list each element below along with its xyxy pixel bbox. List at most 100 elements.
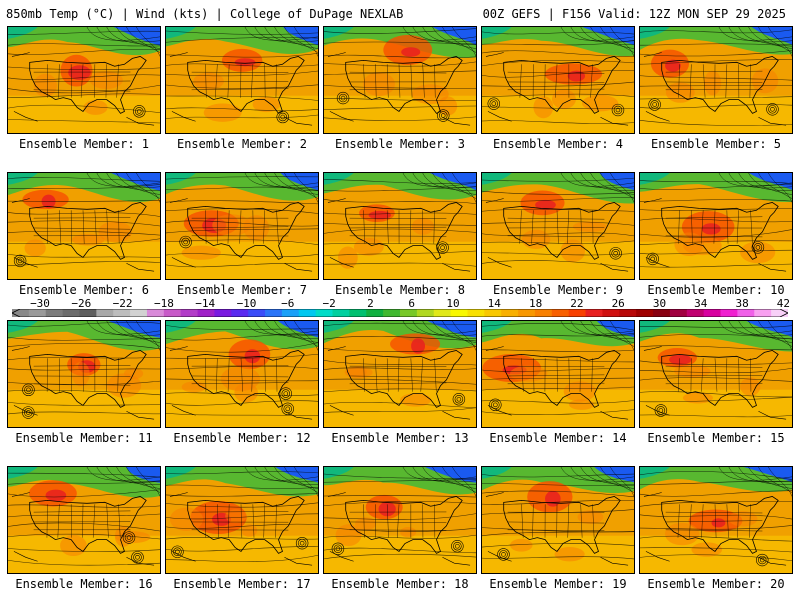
colorbar-segment: [416, 309, 435, 317]
colorbar-segment: [602, 309, 620, 317]
colorbar-segment: [315, 309, 334, 317]
colorbar-segment: [231, 309, 249, 317]
colorbar-segment: [163, 309, 182, 317]
colorbar-tick-label: 38: [735, 297, 749, 310]
ensemble-map-16: [7, 466, 161, 574]
ensemble-map-12: [165, 320, 319, 428]
colorbar-segment: [669, 309, 688, 317]
ensemble-map-8: [323, 172, 477, 280]
colorbar-segment: [501, 309, 519, 317]
ensemble-member-label-16: Ensemble Member: 16: [15, 577, 153, 591]
colorbar-segment: [248, 309, 266, 317]
ensemble-member-label-17: Ensemble Member: 17: [173, 577, 311, 591]
colorbar-segment: [113, 309, 131, 317]
colorbar-tick-label: 30: [652, 297, 667, 310]
colorbar-segment: [180, 309, 199, 317]
colorbar-segment: [754, 309, 772, 317]
ensemble-map-19: [481, 466, 635, 574]
model-run-valid-time: 00Z GEFS | F156 Valid: 12Z MON SEP 29 20…: [482, 7, 786, 21]
ensemble-member-label-7: Ensemble Member: 7: [176, 283, 308, 297]
colorbar-segment: [653, 309, 671, 317]
ensemble-member-label-19: Ensemble Member: 19: [489, 577, 627, 591]
ensemble-member-label-18: Ensemble Member: 18: [331, 577, 469, 591]
ensemble-map-13: [323, 320, 477, 428]
colorbar-segment: [518, 309, 536, 317]
colorbar-segment: [79, 309, 97, 317]
colorbar-segment: [619, 309, 637, 317]
colorbar-tick-label: −18: [153, 297, 174, 310]
colorbar-tick-label: −2: [322, 297, 336, 310]
colorbar-segment: [12, 309, 30, 317]
ensemble-member-label-2: Ensemble Member: 2: [176, 137, 308, 151]
ensemble-member-label-14: Ensemble Member: 14: [489, 431, 627, 445]
ensemble-map-1: [7, 26, 161, 134]
ensemble-map-14: [481, 320, 635, 428]
colorbar-tick-labels: −30 −26 −22 −18 −14 −10 −6 −2 2 6 10 14 18 22 26 30 34 38…: [0, 297, 800, 310]
colorbar-segment: [433, 309, 452, 317]
colorbar-segment: [214, 309, 232, 317]
colorbar-segment: [771, 309, 788, 317]
ensemble-map-18: [323, 466, 477, 574]
ensemble-map-5: [639, 26, 793, 134]
colorbar-segment: [585, 309, 603, 317]
map-title: 850mb Temp (°C) | Wind (kts) | College o…: [6, 7, 404, 21]
ensemble-member-label-9: Ensemble Member: 9: [492, 283, 624, 297]
ensemble-member-label-20: Ensemble Member: 20: [647, 577, 785, 591]
ensemble-map-10: [639, 172, 793, 280]
colorbar-tick-label: 14: [487, 297, 501, 310]
colorbar-segment: [62, 309, 80, 317]
colorbar-segment: [686, 309, 705, 317]
colorbar-tick-label: 22: [570, 297, 584, 310]
colorbar-segment: [484, 309, 502, 317]
colorbar-tick-label: 18: [528, 297, 543, 310]
colorbar-tick-label: 10: [446, 297, 460, 310]
temperature-colorbar: [12, 309, 788, 317]
colorbar-tick-label: −30: [30, 297, 50, 310]
colorbar-segment: [45, 309, 64, 317]
colorbar-segment: [366, 309, 384, 317]
colorbar-segment: [197, 309, 215, 317]
colorbar-tick-label: 42: [776, 297, 791, 310]
ensemble-map-3: [323, 26, 477, 134]
ensemble-map-15: [639, 320, 793, 428]
ensemble-map-17: [165, 466, 319, 574]
colorbar-segment: [703, 309, 722, 317]
colorbar-tick-label: 6: [408, 297, 415, 310]
ensemble-member-label-15: Ensemble Member: 15: [647, 431, 785, 445]
ensemble-member-label-3: Ensemble Member: 3: [334, 137, 466, 151]
colorbar-tick-label: −22: [112, 297, 133, 310]
colorbar-segment: [551, 309, 570, 317]
ensemble-member-label-8: Ensemble Member: 8: [334, 283, 466, 297]
colorbar-tick-label: 2: [367, 297, 374, 310]
colorbar-tick-label: −6: [281, 297, 295, 310]
ensemble-member-label-10: Ensemble Member: 10: [647, 283, 785, 297]
colorbar-segment: [400, 309, 418, 317]
ensemble-member-label-1: Ensemble Member: 1: [18, 137, 150, 151]
ensemble-map-6: [7, 172, 161, 280]
ensemble-map-2: [165, 26, 319, 134]
ensemble-member-label-5: Ensemble Member: 5: [650, 137, 782, 151]
colorbar-segment: [737, 309, 755, 317]
ensemble-map-9: [481, 172, 635, 280]
ensemble-member-label-13: Ensemble Member: 13: [331, 431, 469, 445]
colorbar-segment: [636, 309, 654, 317]
ensemble-map-7: [165, 172, 319, 280]
colorbar-tick-label: 26: [611, 297, 625, 310]
colorbar-segment: [265, 309, 283, 317]
ensemble-map-11: [7, 320, 161, 428]
colorbar-segment: [298, 309, 317, 317]
ensemble-member-label-6: Ensemble Member: 6: [18, 283, 150, 297]
ensemble-map-20: [639, 466, 793, 574]
colorbar-segment: [534, 309, 553, 317]
colorbar-segment: [383, 309, 401, 317]
colorbar-segment: [720, 309, 738, 317]
colorbar-segment: [28, 309, 47, 317]
colorbar-tick-label: −14: [195, 297, 216, 310]
ensemble-map-4: [481, 26, 635, 134]
colorbar-segment: [568, 309, 587, 317]
colorbar-tick-label: −26: [71, 297, 92, 310]
colorbar-segment: [130, 309, 148, 317]
colorbar-segment: [332, 309, 350, 317]
colorbar-segment: [467, 309, 485, 317]
ensemble-member-label-11: Ensemble Member: 11: [15, 431, 153, 445]
